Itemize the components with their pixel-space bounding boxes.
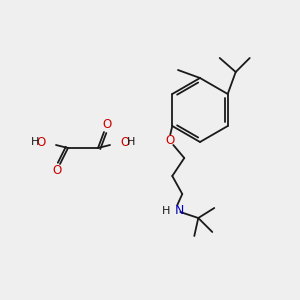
Text: O: O bbox=[166, 134, 175, 146]
Text: N: N bbox=[174, 205, 184, 218]
Text: O: O bbox=[52, 164, 62, 178]
Text: O: O bbox=[37, 136, 46, 148]
Text: H: H bbox=[162, 206, 170, 216]
Text: H: H bbox=[127, 137, 135, 147]
Text: O: O bbox=[120, 136, 129, 148]
Text: H: H bbox=[31, 137, 39, 147]
Text: O: O bbox=[102, 118, 112, 131]
